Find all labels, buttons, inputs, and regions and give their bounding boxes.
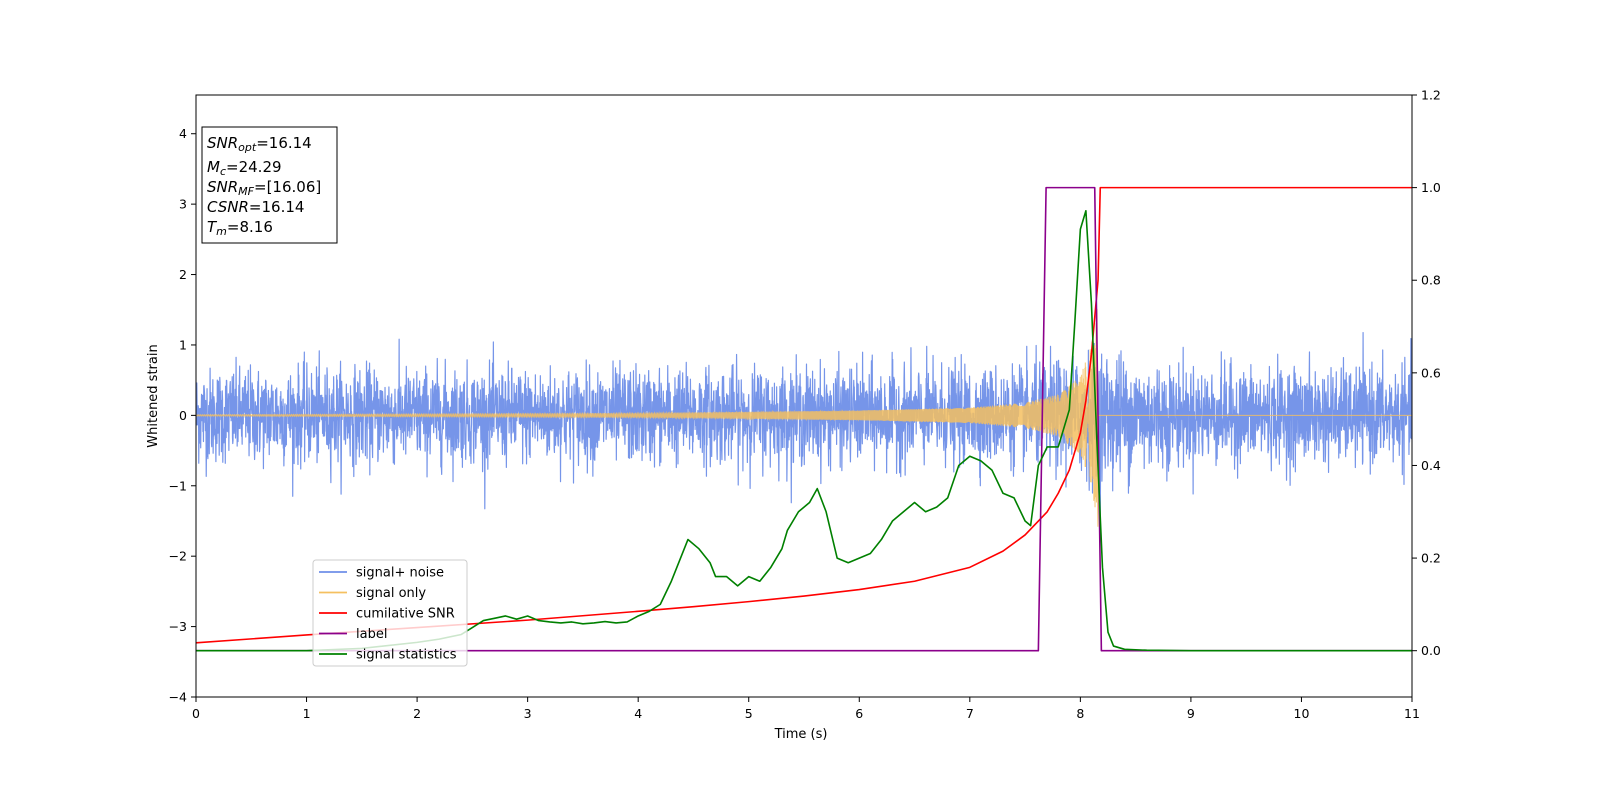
legend-entry: cumilative SNR (356, 607, 455, 622)
series-cumulative-snr (196, 186, 1412, 644)
info-line: CSNR=16.14 (207, 198, 304, 216)
y2-tick-label: 1.0 (1421, 180, 1441, 195)
y-tick-label: 4 (179, 126, 187, 141)
x-tick-label: 0 (192, 706, 200, 721)
y-tick-label: 3 (179, 197, 187, 212)
legend: signal+ noise signal only cumilative SNR la… (312, 559, 468, 667)
y-tick-label: 1 (179, 337, 187, 352)
y-tick-label: −1 (169, 478, 187, 493)
legend-entry: signal+ noise (356, 566, 444, 581)
series-signal-noise (196, 331, 1412, 525)
info-line: SNRMF=[16.06] (207, 178, 321, 198)
x-tick-label: 9 (1187, 706, 1195, 721)
legend-entry: signal only (356, 586, 426, 601)
y2-tick-label: 0.2 (1421, 551, 1441, 566)
y-axis-label: Whitened strain (146, 344, 161, 447)
y-tick-label: −3 (169, 619, 187, 634)
info-box: SNRopt=16.14 Mc=24.29SNRMF=[16.06]CSNR=16… (201, 126, 338, 244)
y2-tick-label: 0.4 (1421, 458, 1441, 473)
series-layer (196, 186, 1412, 652)
y2-tick-label: 0.0 (1421, 643, 1441, 658)
info-line: SNRopt=16.14 (207, 134, 312, 154)
legend-entry: label (356, 627, 387, 642)
y-axis-left: −4 −3 −2 −1 0 1 2 3 4 (169, 126, 196, 705)
x-tick-label: 3 (524, 706, 532, 721)
x-tick-label: 7 (966, 706, 974, 721)
x-tick-label: 10 (1294, 706, 1310, 721)
series-signal-statistics (196, 209, 1412, 652)
legend-frame (312, 559, 468, 667)
x-axis-label: Time (s) (774, 727, 828, 742)
x-tick-label: 11 (1404, 706, 1420, 721)
x-tick-label: 2 (413, 706, 421, 721)
y-axis-right: 0.0 0.2 0.4 0.6 0.8 1.0 1.2 (1412, 88, 1441, 658)
info-line: Mc=24.29 (207, 158, 282, 178)
y2-tick-label: 0.6 (1421, 365, 1441, 380)
plot-frame (195, 94, 1413, 698)
info-line: Tm=8.16 (207, 218, 273, 238)
series-signal-only (196, 309, 1412, 527)
x-tick-label: 5 (745, 706, 753, 721)
y-tick-label: 0 (179, 408, 187, 423)
y2-tick-label: 1.2 (1421, 88, 1441, 103)
y2-tick-label: 0.8 (1421, 273, 1441, 288)
x-tick-label: 4 (634, 706, 642, 721)
info-box-frame (201, 126, 338, 244)
y-tick-label: −2 (169, 549, 187, 564)
x-tick-label: 8 (1076, 706, 1084, 721)
legend-entry: signal statistics (356, 648, 457, 663)
x-tick-label: 6 (855, 706, 863, 721)
x-axis: 0 1 2 3 4 5 6 7 8 9 10 11 (192, 697, 1420, 721)
x-tick-label: 1 (303, 706, 311, 721)
y-tick-label: 2 (179, 267, 187, 282)
y-tick-label: −4 (169, 690, 187, 705)
